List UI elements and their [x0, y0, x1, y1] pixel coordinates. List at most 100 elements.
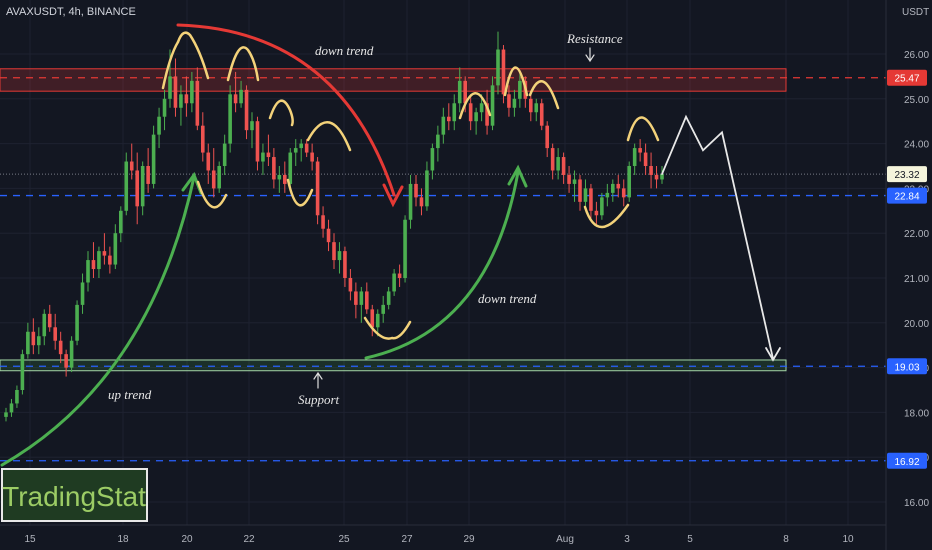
- down-trend-arrow-red: [176, 23, 396, 197]
- candle-body: [129, 161, 134, 171]
- candle-body: [26, 331, 30, 355]
- candle-body: [173, 76, 178, 108]
- candle-body: [479, 103, 484, 113]
- last-price-tag-bg: [887, 166, 927, 183]
- candle-body: [80, 282, 85, 305]
- candle-body: [42, 313, 47, 337]
- candle-body: [69, 340, 74, 368]
- time-axis-ticks: 15 18 20 22 25 27 29 Aug 3 5 8 10: [24, 534, 854, 545]
- time-tick-label: 18: [117, 534, 129, 545]
- candle-body: [425, 170, 429, 207]
- candle-body: [124, 161, 129, 211]
- brand-name: TradingStat: [2, 481, 146, 512]
- candle-body: [468, 103, 473, 122]
- time-tick-label: 5: [687, 534, 693, 545]
- candle-body: [534, 103, 539, 113]
- candle-body: [348, 278, 353, 292]
- projection-arrowhead: [765, 347, 781, 362]
- candle-body: [578, 179, 582, 202]
- candle-body: [561, 157, 566, 175]
- candle-body: [222, 143, 227, 166]
- price-tick-label: 20.00: [904, 319, 929, 330]
- candle-body: [397, 273, 402, 278]
- price-level-tag: 19.03: [894, 362, 919, 373]
- candle-body: [611, 183, 615, 193]
- price-level-tag: 25.47: [894, 74, 919, 85]
- candle-body: [4, 412, 8, 417]
- down-trend-arrow-green: [364, 170, 520, 360]
- candle-body: [436, 134, 440, 149]
- resistance-zone: [0, 68, 787, 92]
- candle-body: [179, 94, 183, 108]
- candle-body: [507, 94, 511, 108]
- candle-body: [518, 80, 522, 99]
- price-level-tag-bg: [887, 69, 927, 86]
- candle-body: [157, 116, 161, 135]
- candle-body: [250, 121, 254, 131]
- candle-body: [315, 161, 320, 216]
- price-tick-label: 24.00: [904, 140, 929, 151]
- candle-body: [228, 94, 232, 144]
- candle-body: [550, 148, 555, 171]
- candle-body: [206, 152, 211, 171]
- down-trend-arrowhead-red: [382, 183, 404, 208]
- candle-body: [53, 327, 57, 341]
- candle-body: [512, 98, 517, 108]
- candle-body: [326, 228, 331, 243]
- candle-body: [485, 103, 489, 126]
- time-tick-label: Aug: [556, 534, 574, 545]
- price-level-tag-bg: [887, 187, 927, 204]
- candle-body: [621, 188, 626, 198]
- candle-body: [654, 174, 659, 180]
- candle-body: [119, 210, 123, 234]
- candle-body: [545, 125, 549, 149]
- support-zone: [0, 359, 787, 372]
- candle-body: [616, 183, 621, 189]
- price-tick-label: 21.00: [904, 274, 929, 285]
- candle-body: [239, 89, 243, 104]
- support-pointer-arrow: [313, 371, 323, 389]
- time-tick-label: 20: [181, 534, 193, 545]
- candle-body: [638, 148, 642, 153]
- candle-body: [381, 304, 385, 314]
- candle-body: [184, 94, 189, 104]
- annotation-up-trend: up trend: [108, 387, 152, 402]
- price-tick-label: 25.00: [904, 95, 929, 106]
- candle-body: [354, 291, 358, 305]
- candle-body: [441, 116, 446, 135]
- candle-body: [217, 166, 221, 189]
- candle-body: [108, 255, 112, 265]
- candle-body: [501, 49, 506, 95]
- candle-body: [37, 336, 41, 346]
- price-level-tag-bg: [887, 358, 927, 375]
- candle-body: [556, 157, 560, 171]
- candle-body: [47, 313, 52, 328]
- candle-body: [463, 80, 467, 104]
- candle-body: [146, 166, 150, 184]
- resistance-pointer-arrow: [585, 47, 595, 63]
- symbol-title: AVAXUSDT, 4h, BINANCE: [6, 6, 136, 18]
- candle-body: [496, 49, 500, 86]
- time-tick-label: 3: [624, 534, 630, 545]
- candle-body: [201, 125, 205, 153]
- candle-body: [162, 98, 167, 117]
- candle-body: [272, 157, 276, 180]
- price-tick-label: 16.00: [904, 498, 929, 509]
- time-tick-label: 10: [842, 534, 854, 545]
- candle-body: [58, 340, 63, 355]
- candle-body: [359, 291, 364, 305]
- candle-body: [31, 331, 36, 346]
- candle-body: [140, 166, 145, 207]
- candle-body: [474, 112, 478, 122]
- candle-body: [113, 233, 118, 265]
- candle-body: [64, 354, 68, 368]
- time-tick-label: 29: [463, 534, 475, 545]
- annotation-strokes: [0, 23, 781, 467]
- candle-body: [293, 148, 298, 153]
- last-price-tag: 23.32: [894, 170, 919, 181]
- candle-body: [261, 152, 265, 162]
- candle-body: [190, 80, 194, 104]
- candle-body: [151, 134, 156, 184]
- candle-body: [168, 76, 172, 99]
